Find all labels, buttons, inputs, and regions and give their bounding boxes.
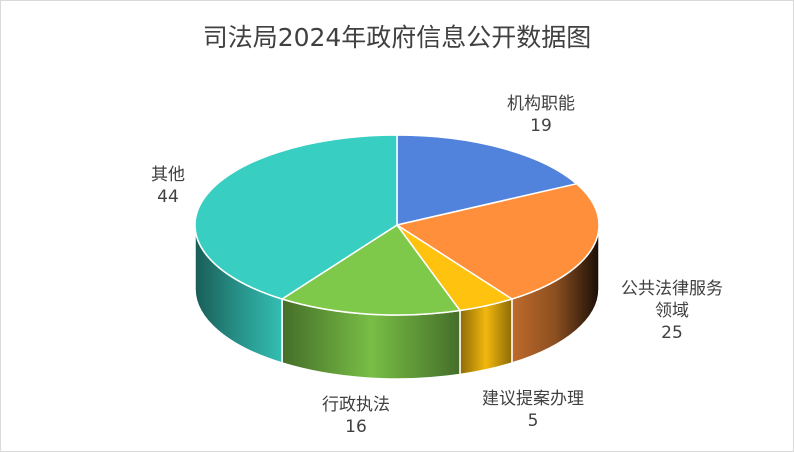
pie-tops xyxy=(194,134,600,316)
data-label-2: 公共法律服务领域 25 xyxy=(621,279,723,343)
pie-slice-4 xyxy=(281,224,461,316)
data-label-3: 建议提案办理 5 xyxy=(482,389,584,431)
data-label-4: 行政执法 16 xyxy=(322,395,390,437)
pie-slice-1 xyxy=(396,134,578,226)
chart-title: 司法局2024年政府信息公开数据图 xyxy=(202,23,592,52)
data-label-1: 机构职能 19 xyxy=(507,94,575,136)
data-label-5: 其他 44 xyxy=(151,165,185,207)
pie-slice-5 xyxy=(194,134,398,300)
pie-side-3 xyxy=(459,297,513,376)
pie-slice-2 xyxy=(396,183,600,300)
pie-labels: 机构职能 19 公共法律服务领域 25 建议提案办理 5 行政执法 16 其他 44 xyxy=(151,94,723,437)
